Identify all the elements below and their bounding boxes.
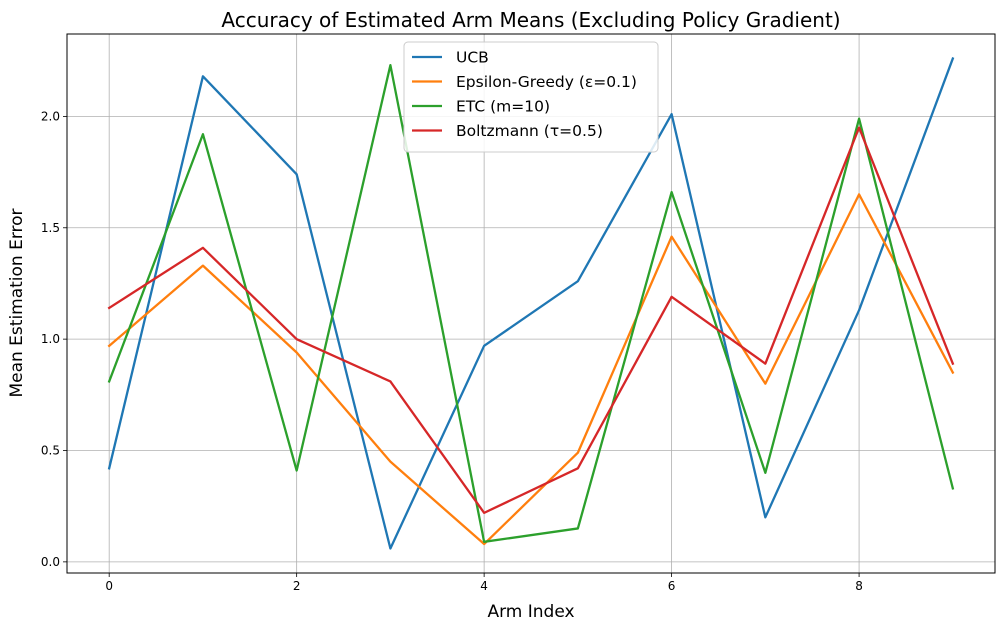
y-tick-label: 1.5 (41, 221, 60, 235)
axis-ticks: 0 2 4 6 8 0.0 0.5 1.0 1.5 2.0 (41, 109, 863, 593)
x-axis-label: Arm Index (487, 602, 574, 622)
y-axis-label: Mean Estimation Error (7, 208, 27, 397)
x-tick-label: 8 (855, 579, 863, 593)
y-tick-label: 1.0 (41, 332, 60, 346)
plot-area: 0 2 4 6 8 0.0 0.5 1.0 1.5 2.0 (41, 33, 996, 593)
series-line-2 (107, 64, 955, 543)
legend-box (403, 41, 659, 153)
y-tick-label: 0.0 (41, 555, 60, 569)
legend-label: UCB (456, 49, 489, 67)
legend-label: Epsilon-Greedy (ε=0.1) (456, 73, 637, 91)
y-tick-label: 0.5 (41, 444, 60, 458)
series-line-3 (107, 126, 955, 515)
legend-label: Boltzmann (τ=0.5) (456, 122, 603, 140)
x-tick-label: 0 (105, 579, 113, 593)
y-tick-label: 2.0 (41, 109, 60, 123)
series-line-0 (107, 57, 955, 550)
legend: UCB Epsilon-Greedy (ε=0.1) ETC (m=10) Boltz… (403, 41, 659, 153)
chart-title: Accuracy of Estimated Arm Means (Excludi… (221, 8, 840, 32)
x-tick-label: 6 (668, 579, 676, 593)
x-tick-label: 2 (293, 579, 301, 593)
plot-frame (66, 33, 996, 574)
series-line-1 (107, 193, 955, 546)
legend-label: ETC (m=10) (456, 98, 550, 116)
x-tick-label: 4 (480, 579, 488, 593)
series-lines (107, 57, 955, 550)
